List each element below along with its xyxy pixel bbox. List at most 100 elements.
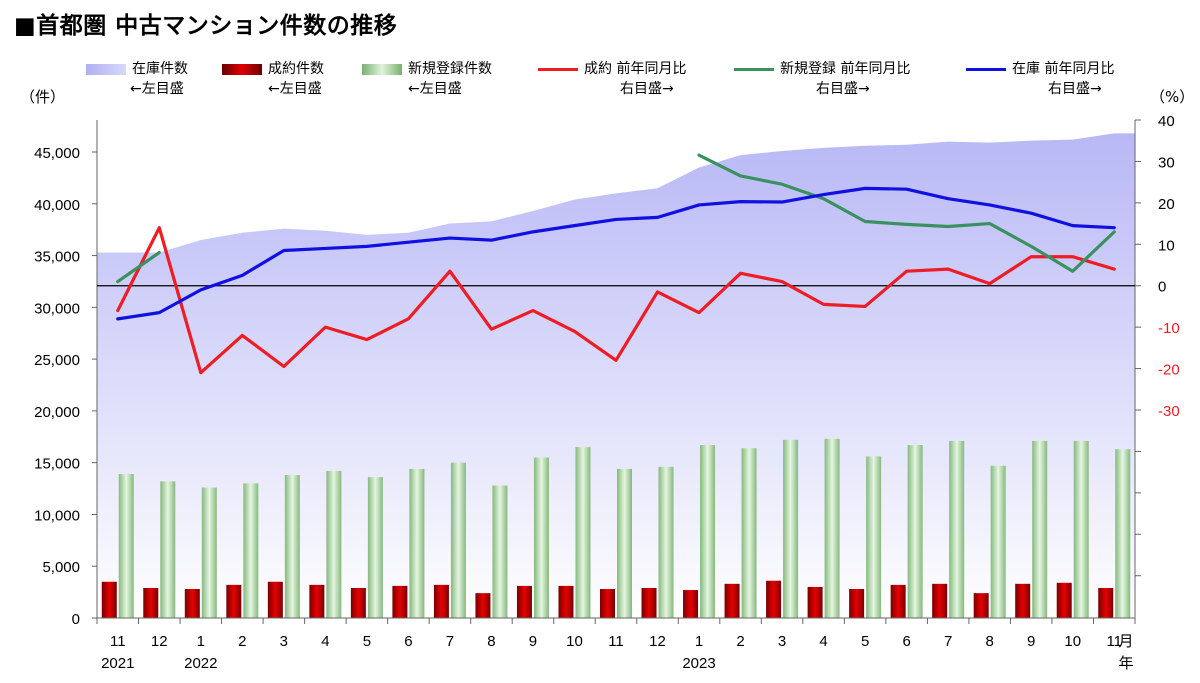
new-listing-bar <box>866 456 882 618</box>
x-tick-label: 3 <box>778 633 786 650</box>
contract-bar <box>1056 582 1072 618</box>
x-tick-label: 5 <box>861 633 869 650</box>
contract-bar <box>309 584 325 618</box>
new-listing-bar <box>617 468 632 618</box>
right-axis-unit: （%） <box>1150 88 1195 106</box>
new-listing-bar <box>492 485 508 618</box>
left-tick-label: 40,000 <box>34 197 80 214</box>
contract-bar <box>226 584 242 618</box>
new-listing-bar <box>575 447 591 618</box>
legend-label: 在庫件数 <box>132 61 188 77</box>
new-listing-bar <box>533 457 549 618</box>
x-year-suffix: 年 <box>1118 654 1133 672</box>
new-listing-bar <box>990 465 1006 618</box>
contract-bar <box>433 584 449 618</box>
new-listing-bar <box>1115 449 1131 618</box>
x-tick-label: 6 <box>404 633 412 650</box>
contract-bar <box>1015 583 1031 618</box>
legend-label: 成約 前年同月比 <box>584 61 687 77</box>
contract-bar <box>807 586 823 618</box>
contract-bar <box>143 587 159 618</box>
right-tick-label: 40 <box>1158 113 1175 130</box>
new-listing-bar <box>160 481 176 618</box>
new-listing-bar <box>201 487 217 618</box>
left-tick-label: 25,000 <box>34 352 80 369</box>
x-year-label: 2023 <box>682 655 715 672</box>
x-tick-label: 7 <box>446 633 454 650</box>
x-tick-label: 4 <box>819 633 827 650</box>
x-year-label: 2022 <box>184 655 217 672</box>
contract-bar <box>932 583 948 618</box>
new-listing-bar <box>450 462 466 618</box>
contract-bar <box>184 589 200 618</box>
x-tick-label: 3 <box>280 633 288 650</box>
legend-sub: ←左目盛 <box>268 81 322 97</box>
contract-bar <box>766 580 782 618</box>
x-tick-label: 12 <box>151 633 168 650</box>
x-tick-label: 2 <box>238 633 246 650</box>
contract-bar <box>973 593 989 618</box>
x-tick-label: 9 <box>1027 633 1035 650</box>
contract-bar <box>683 590 699 618</box>
left-axis-unit: （件） <box>20 88 66 106</box>
new-listing-bar <box>741 448 757 618</box>
right-tick-label: -10 <box>1158 320 1180 337</box>
x-tick-label: 9 <box>529 633 537 650</box>
legend-sub: 右目盛→ <box>620 81 674 97</box>
legend-sub: ←左目盛 <box>130 81 184 97</box>
x-tick-label: 1 <box>695 633 703 650</box>
chart-title: ■首都圏 中古マンション件数の推移 <box>14 13 398 39</box>
right-tick-label: -20 <box>1158 362 1180 379</box>
x-tick-label: 6 <box>902 633 910 650</box>
new-listing-bar <box>118 474 134 618</box>
new-listing-bar <box>907 445 923 618</box>
right-tick-label: 30 <box>1158 154 1175 171</box>
left-tick-label: 20,000 <box>34 404 80 421</box>
new-listing-bar <box>658 466 674 618</box>
legend-swatch-new-listing-line <box>734 68 774 71</box>
contract-bar <box>475 593 491 618</box>
left-tick-label: 30,000 <box>34 300 80 317</box>
legend-sub: ←左目盛 <box>408 81 462 97</box>
contract-bar <box>558 585 574 618</box>
x-tick-label: 5 <box>363 633 371 650</box>
new-listing-bar <box>1073 440 1089 618</box>
contract-bar <box>392 585 408 618</box>
new-listing-bar <box>700 445 716 618</box>
x-year-label: 2021 <box>101 655 134 672</box>
x-tick-label: 8 <box>487 633 495 650</box>
new-listing-bar <box>326 470 342 618</box>
new-listing-bar <box>1032 440 1048 618</box>
contract-bar <box>101 581 117 618</box>
new-listing-bar <box>367 477 383 618</box>
right-tick-label: 10 <box>1158 237 1175 254</box>
legend-label: 成約件数 <box>268 61 324 77</box>
contract-bar <box>890 584 906 618</box>
x-month-suffix: 月 <box>1118 632 1133 650</box>
x-tick-label: 8 <box>986 633 994 650</box>
left-tick-label: 45,000 <box>34 145 80 162</box>
x-tick-label: 10 <box>1064 633 1081 650</box>
new-listing-yoy-line <box>116 153 1116 284</box>
legend-swatch-contract-line <box>538 68 578 71</box>
new-listing-bar <box>783 439 799 618</box>
contract-bar <box>641 587 657 618</box>
x-tick-label: 4 <box>321 633 329 650</box>
right-tick-label: 20 <box>1158 196 1175 213</box>
left-tick-label: 0 <box>72 611 80 628</box>
contract-bar <box>849 589 865 618</box>
x-tick-label: 2 <box>736 633 744 650</box>
legend-swatch-inventory-area <box>86 64 126 75</box>
contract-bar <box>350 587 366 618</box>
new-listing-bar <box>409 468 425 618</box>
contract-bar <box>600 589 615 618</box>
new-listing-bar <box>824 438 840 618</box>
contract-yoy-line <box>116 226 1116 375</box>
left-tick-label: 35,000 <box>34 249 80 266</box>
legend-label: 在庫 前年同月比 <box>1012 61 1115 77</box>
contract-bar <box>724 583 740 618</box>
legend-label: 新規登録件数 <box>408 61 492 77</box>
legend-swatch-inventory-line <box>966 68 1006 71</box>
x-tick-label: 11 <box>110 633 126 650</box>
